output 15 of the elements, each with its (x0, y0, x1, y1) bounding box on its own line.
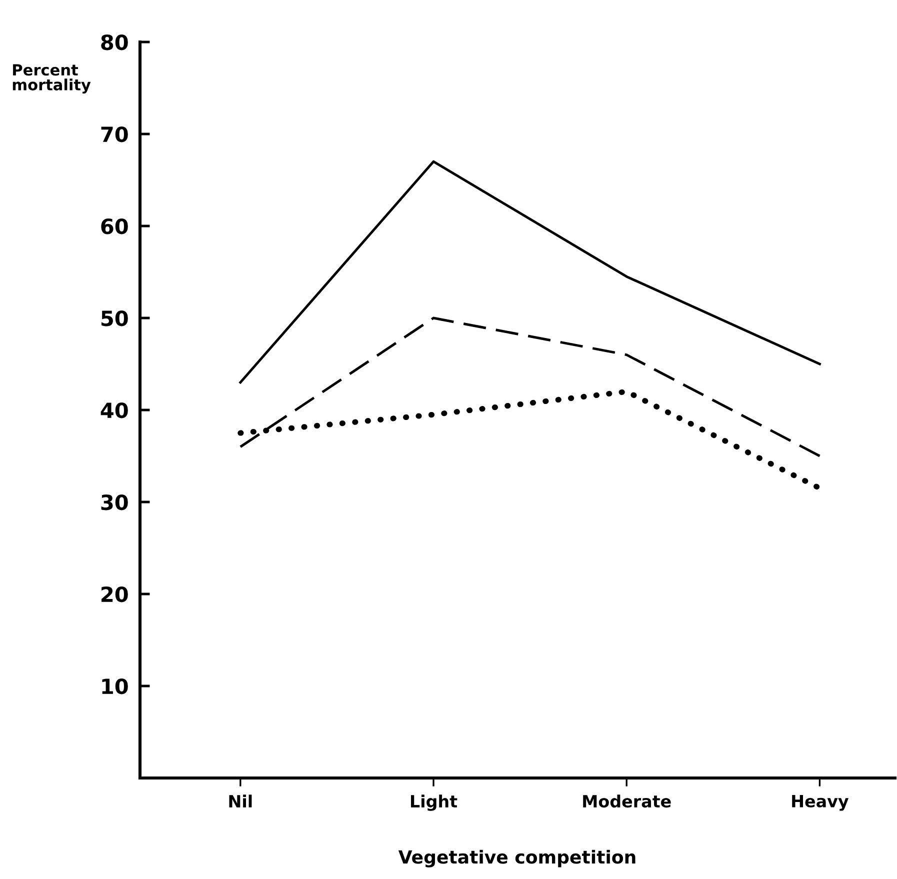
x-tick-label: Moderate (583, 794, 671, 808)
y-tick-label: 40 (100, 402, 128, 418)
y-tick-label: 20 (102, 586, 128, 602)
y-tick-label: 80 (101, 34, 128, 50)
y-tick-label: 60 (101, 218, 128, 234)
x-axis-title: Vegetative competition (398, 850, 636, 868)
y-tick-label: 30 (101, 494, 128, 510)
y-tick-label: 10 (102, 678, 128, 694)
y-tick-label: 50 (102, 310, 128, 326)
y-axis-title: Percent mortality (12, 64, 91, 94)
x-tick-label: Heavy (792, 795, 849, 811)
line-series (239, 160, 821, 384)
x-tick-label: Nil (229, 794, 252, 808)
y-tick-label: 70 (101, 126, 128, 142)
x-tick-label: Light (410, 794, 458, 811)
